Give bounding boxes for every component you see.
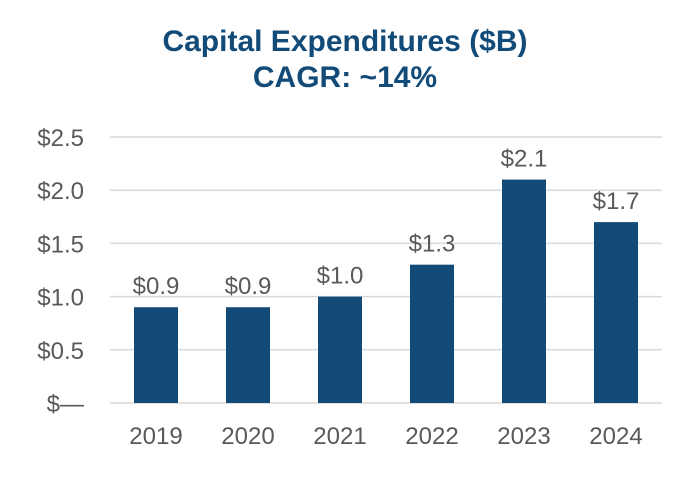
data-label: $1.7	[593, 188, 640, 215]
y-tick-label: $—	[47, 391, 84, 418]
x-tick-label: 2022	[405, 423, 458, 450]
x-tick-label: 2021	[313, 423, 366, 450]
y-tick-label: $2.0	[37, 178, 84, 205]
bar	[410, 264, 454, 403]
bar	[318, 296, 362, 403]
data-label: $1.3	[409, 231, 456, 258]
data-label: $2.1	[501, 146, 548, 173]
bar	[134, 307, 178, 403]
x-tick-label: 2024	[589, 423, 642, 450]
y-tick-label: $2.5	[37, 125, 84, 152]
chart-title: Capital Expenditures ($B)	[162, 25, 528, 58]
data-label: $0.9	[133, 273, 180, 300]
x-axis-tick-labels: 2019 2020 2021 2022 2023 2024	[129, 423, 642, 450]
data-label: $0.9	[225, 273, 272, 300]
chart-title-block: Capital Expenditures ($B) CAGR: ~14%	[0, 24, 690, 96]
bar	[502, 179, 546, 403]
y-tick-label: $1.5	[37, 231, 84, 258]
bars	[134, 179, 638, 403]
y-tick-label: $0.5	[37, 338, 84, 365]
y-tick-label: $1.0	[37, 285, 84, 312]
y-axis-tick-labels: $— $0.5 $1.0 $1.5 $2.0 $2.5	[37, 125, 84, 418]
x-tick-label: 2020	[221, 423, 274, 450]
data-label: $1.0	[317, 263, 364, 290]
bar	[226, 307, 270, 403]
x-tick-label: 2023	[497, 423, 550, 450]
data-labels: $0.9 $0.9 $1.0 $1.3 $2.1 $1.7	[133, 146, 640, 301]
chart-subtitle: CAGR: ~14%	[252, 61, 438, 94]
bar	[594, 222, 638, 403]
x-tick-label: 2019	[129, 423, 182, 450]
gridlines	[110, 136, 662, 404]
